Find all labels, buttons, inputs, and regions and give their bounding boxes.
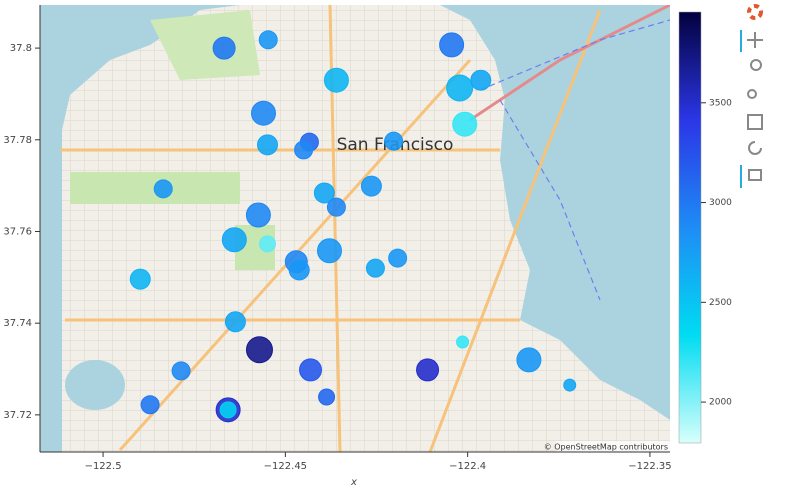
- point: [245, 336, 273, 364]
- point: [316, 238, 342, 264]
- point: [250, 100, 276, 126]
- point: [446, 74, 474, 102]
- point: [140, 395, 160, 415]
- point: [326, 197, 346, 217]
- point: [171, 361, 191, 381]
- reset-tool[interactable]: [748, 141, 762, 155]
- colorbar-tick-label: 3500: [709, 98, 732, 108]
- colorbar: [678, 11, 702, 444]
- attribution-bg: [556, 441, 670, 452]
- lake: [65, 360, 125, 410]
- point: [259, 235, 276, 253]
- point: [221, 227, 247, 253]
- save-tool[interactable]: [747, 114, 763, 130]
- toolbar: [740, 4, 763, 188]
- point: [224, 311, 246, 333]
- point: [384, 131, 404, 151]
- attribution: © OpenStreetMap contributors: [544, 443, 668, 452]
- x-tick-label: −122.4: [449, 461, 486, 472]
- point: [516, 347, 542, 373]
- y-tick-label: 37.72: [3, 410, 32, 421]
- point: [365, 258, 385, 278]
- point: [452, 111, 478, 137]
- point: [153, 179, 173, 199]
- point: [563, 378, 577, 392]
- point: [288, 259, 310, 281]
- x-tick-label: −122.5: [85, 461, 122, 472]
- wheel-zoom-tool[interactable]: [747, 89, 757, 99]
- hover-tool[interactable]: [748, 169, 762, 181]
- point: [245, 202, 271, 228]
- x-tick-label: −122.45: [264, 461, 307, 472]
- colorbar-tick-label: 2500: [709, 298, 732, 308]
- point: [257, 134, 278, 156]
- point: [323, 67, 349, 93]
- point: [258, 30, 278, 50]
- points: [129, 30, 577, 423]
- y-tick-label: 37.76: [3, 226, 32, 237]
- y-tick-label: 37.78: [3, 135, 32, 146]
- point: [318, 388, 336, 406]
- box-zoom-tool[interactable]: [750, 59, 762, 71]
- y-tick-label: 37.8: [10, 43, 32, 54]
- land: [62, 5, 670, 452]
- map-tiles: [40, 5, 670, 452]
- point: [212, 36, 236, 60]
- point: [470, 69, 492, 91]
- point: [219, 401, 237, 419]
- pan-tool[interactable]: [747, 32, 763, 48]
- point: [416, 358, 440, 382]
- point: [439, 32, 465, 58]
- x-axis-label: x: [350, 477, 357, 486]
- point: [456, 335, 470, 349]
- point: [313, 182, 335, 204]
- y-tick-label: 37.74: [3, 318, 32, 329]
- point: [360, 175, 382, 197]
- point: [294, 140, 314, 160]
- point: [129, 268, 151, 290]
- colorbar-tick-label: 3000: [709, 198, 732, 208]
- park: [150, 10, 260, 80]
- x-tick-label: −122.35: [628, 461, 671, 472]
- bokeh-logo[interactable]: [747, 4, 763, 20]
- ferry-route: [479, 19, 670, 301]
- colorbar-tick-label: 2000: [709, 398, 732, 408]
- point: [299, 358, 323, 382]
- point: [388, 248, 408, 268]
